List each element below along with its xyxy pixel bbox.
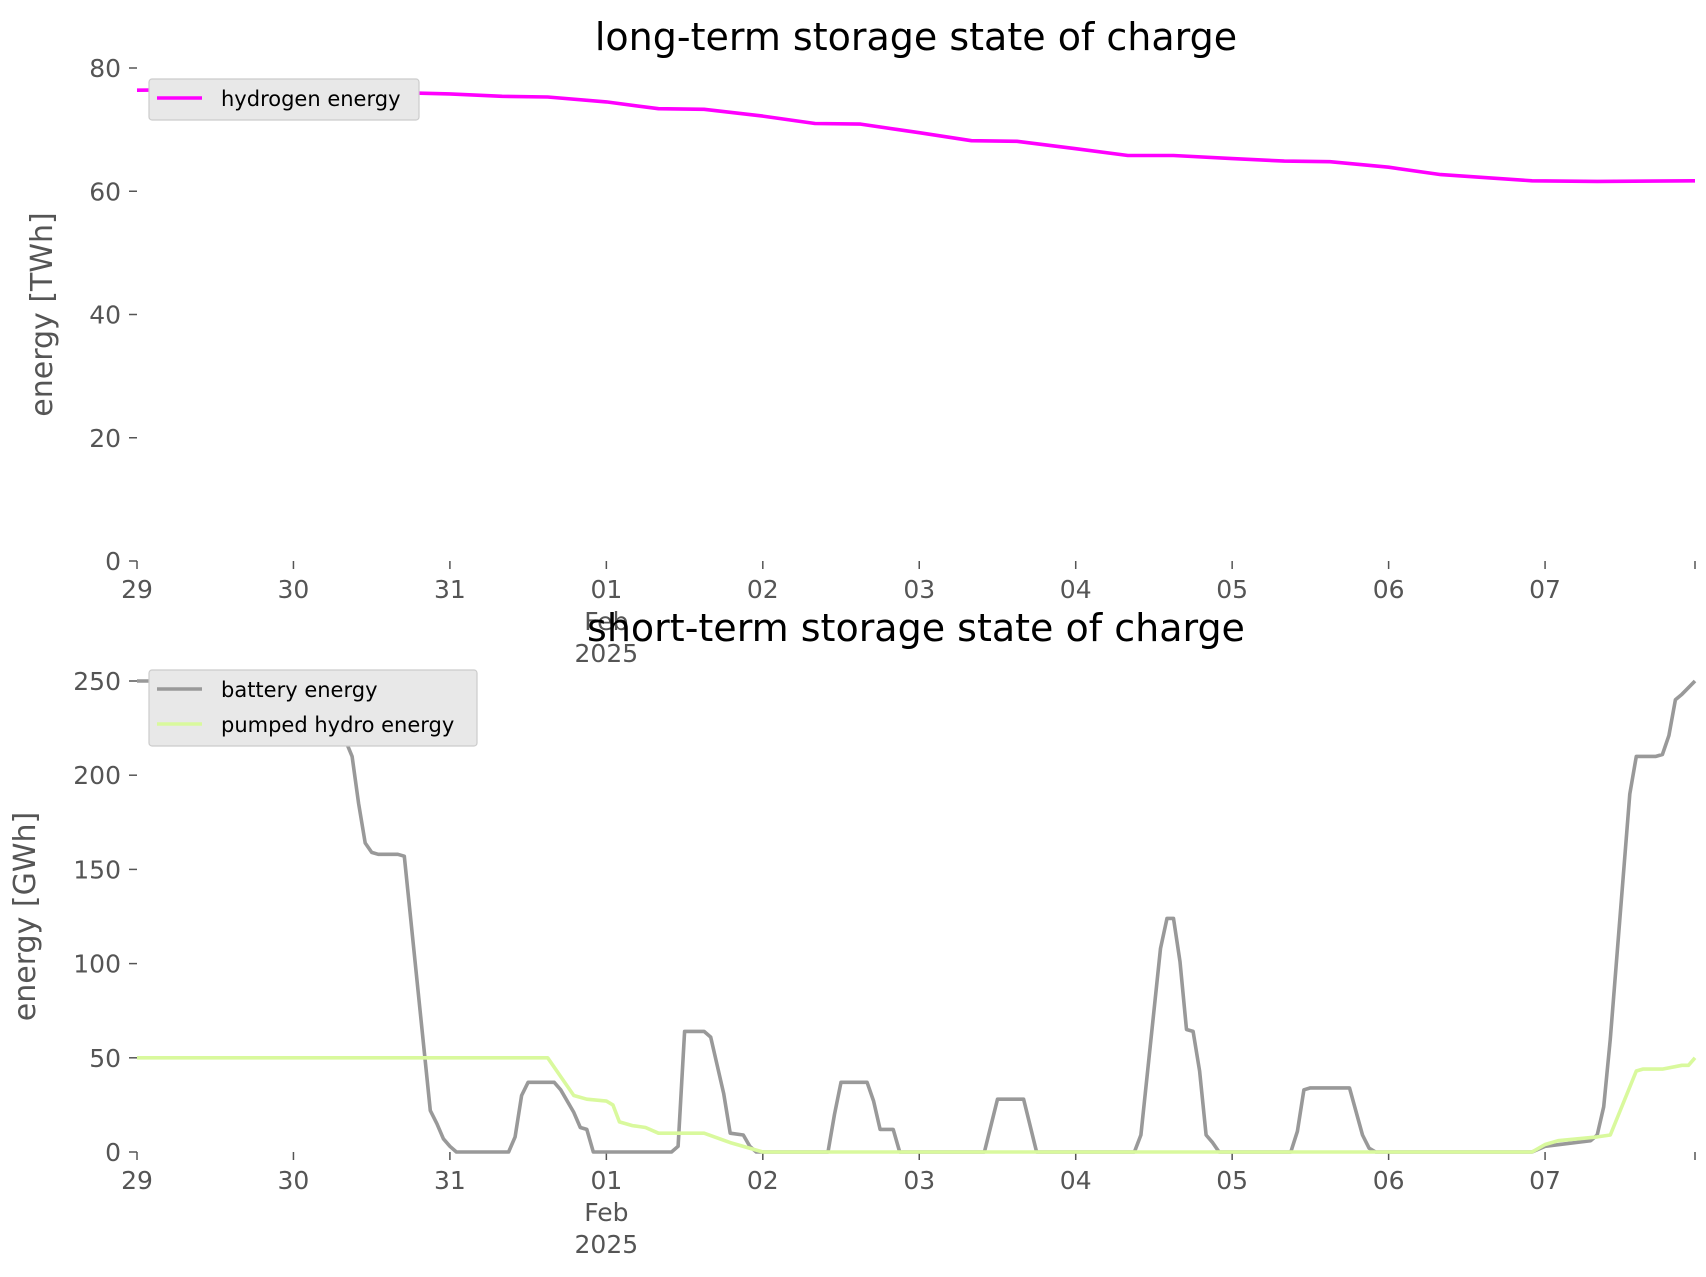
legend-box (148, 78, 420, 121)
y-tick-label: 40 (89, 301, 121, 330)
x-tick-label: 04 (1060, 1166, 1092, 1195)
short-term-storage-chart: short-term storage state of charge energy… (8, 606, 1697, 1259)
y-tick-label: 50 (89, 1044, 121, 1073)
series-line-hydrogen-energy (136, 87, 1696, 184)
series-line-battery-energy (137, 679, 1697, 1154)
legend-entry: hydrogen energy (221, 87, 401, 111)
x-tick-label: 07 (1529, 1166, 1561, 1195)
y-axis-label: energy [GWh] (8, 812, 43, 1021)
x-tick-label: 31 (434, 1166, 466, 1195)
chart-title: long-term storage state of charge (595, 15, 1237, 59)
x-tick-label: 06 (1373, 1166, 1405, 1195)
legend: battery energy pumped hydro energy (148, 669, 478, 747)
x-tick-label: 03 (903, 1166, 935, 1195)
x-tick-label: 30 (278, 1166, 310, 1195)
y-tick-label: 60 (89, 177, 121, 206)
x-tick-label: 30 (278, 575, 310, 604)
y-tick-label: 100 (73, 950, 121, 979)
x-tick-label: 31 (434, 575, 466, 604)
legend-box (148, 669, 478, 747)
legend: hydrogen energy (148, 78, 420, 121)
long-term-storage-chart: long-term storage state of charge energy … (25, 15, 1696, 668)
x-tick-label: 01 Feb 2025 (575, 575, 639, 668)
x-tick-label: 07 (1529, 575, 1561, 604)
x-tick-label: 29 (121, 1166, 153, 1195)
x-tick-label: 01 Feb 2025 (575, 1166, 639, 1259)
legend-entry: battery energy (221, 678, 378, 702)
y-axis-label: energy [TWh] (25, 212, 60, 416)
x-tick-label: 03 (903, 575, 935, 604)
legend-entry: pumped hydro energy (221, 713, 454, 737)
y-tick-label: 0 (105, 1138, 121, 1167)
x-tick-label: 02 (747, 1166, 779, 1195)
y-tick-label: 20 (89, 424, 121, 453)
y-tick-label: 0 (105, 547, 121, 576)
x-tick-label: 02 (747, 575, 779, 604)
x-tick-label: 04 (1060, 575, 1092, 604)
x-tick-label: 05 (1216, 1166, 1248, 1195)
y-tick-label: 250 (73, 667, 121, 696)
x-tick-label: 06 (1373, 575, 1405, 604)
x-tick-label: 29 (121, 575, 153, 604)
y-tick-label: 200 (73, 761, 121, 790)
x-tick-label: 05 (1216, 575, 1248, 604)
chart-title: short-term storage state of charge (587, 606, 1245, 650)
y-tick-label: 150 (73, 855, 121, 884)
y-tick-label: 80 (89, 54, 121, 83)
series-line-pumped-hydro-energy (137, 1056, 1697, 1154)
